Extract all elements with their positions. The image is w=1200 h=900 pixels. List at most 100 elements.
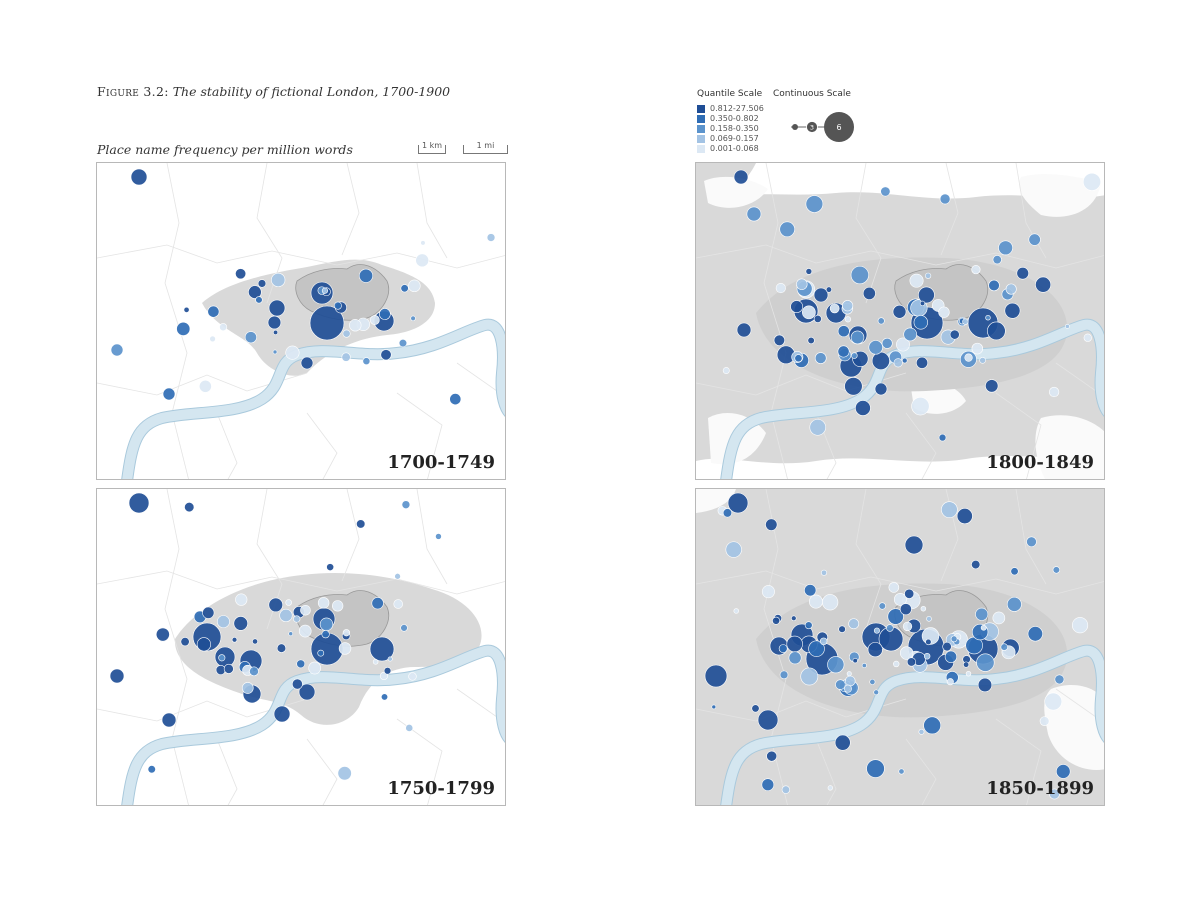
place-name-marker — [851, 352, 858, 359]
place-name-marker — [814, 352, 827, 364]
place-name-marker — [779, 670, 789, 680]
place-name-marker — [946, 678, 954, 686]
place-name-marker — [291, 678, 303, 690]
place-name-marker — [420, 240, 426, 246]
place-name-marker — [257, 279, 267, 288]
place-name-marker — [925, 272, 932, 279]
place-name-marker — [751, 704, 760, 713]
place-name-marker — [252, 638, 258, 645]
place-name-marker — [198, 379, 212, 393]
district-border — [763, 163, 788, 479]
place-name-marker — [926, 616, 932, 622]
district-border — [1015, 489, 1047, 585]
place-name-marker — [992, 611, 1006, 625]
map-1800-1849: 1800-1849 — [695, 162, 1105, 480]
place-name-marker — [736, 322, 752, 338]
place-name-marker — [342, 329, 351, 338]
place-name-marker — [779, 221, 795, 238]
place-name-marker — [130, 168, 148, 186]
legend-swatch — [697, 124, 705, 133]
open-land — [1035, 415, 1104, 479]
quantile-legend-row: 0.812-27.506 — [697, 104, 764, 114]
place-name-marker — [300, 604, 311, 616]
place-name-marker — [128, 492, 150, 514]
place-name-marker — [219, 323, 228, 332]
place-name-marker — [808, 640, 825, 657]
place-name-marker — [279, 608, 293, 623]
place-name-marker — [950, 635, 958, 643]
place-name-marker — [349, 319, 362, 332]
place-name-marker — [176, 321, 191, 336]
district-border — [995, 718, 1042, 805]
place-name-marker — [298, 624, 312, 638]
place-name-marker — [317, 597, 330, 609]
place-name-marker — [918, 728, 925, 735]
place-name-marker — [1083, 333, 1092, 342]
place-name-marker — [341, 352, 351, 362]
place-name-marker — [837, 325, 850, 338]
place-name-marker — [802, 305, 816, 320]
place-name-marker — [843, 684, 852, 693]
place-name-marker — [848, 618, 860, 630]
place-name-marker — [855, 400, 871, 416]
figure-caption: Figure 3.2: The stability of fictional L… — [97, 84, 450, 99]
place-name-marker — [380, 349, 392, 361]
district-border — [696, 570, 1104, 595]
place-name-marker — [276, 643, 287, 653]
place-name-marker — [800, 667, 819, 686]
place-name-marker — [938, 306, 950, 318]
place-name-marker — [794, 354, 803, 363]
place-name-marker — [1010, 567, 1019, 576]
place-name-marker — [938, 433, 947, 442]
place-name-marker — [733, 608, 739, 614]
legend-label: 0.069-0.157 — [710, 134, 759, 143]
place-name-marker — [881, 337, 893, 349]
place-name-marker — [300, 356, 314, 370]
place-name-marker — [822, 594, 839, 611]
place-name-marker — [272, 349, 278, 355]
place-name-marker — [209, 335, 216, 343]
map-period-label: 1700-1749 — [387, 452, 495, 473]
place-name-marker — [722, 367, 730, 374]
place-name-marker — [405, 724, 414, 732]
place-name-marker — [923, 716, 942, 735]
place-name-marker — [867, 642, 883, 658]
place-name-marker — [971, 342, 984, 355]
place-name-marker — [766, 750, 778, 762]
legend-circle-small — [806, 121, 818, 133]
place-name-marker — [400, 624, 408, 632]
district-border — [97, 570, 505, 595]
place-name-marker — [183, 306, 190, 313]
place-name-marker — [233, 616, 248, 631]
place-name-marker — [813, 314, 822, 323]
district-border — [696, 372, 907, 396]
legend-circle-tiny — [792, 124, 798, 130]
place-name-marker — [977, 677, 993, 693]
place-name-marker — [331, 600, 344, 612]
place-name-marker — [273, 329, 279, 335]
place-name-marker — [944, 650, 958, 663]
place-name-marker — [911, 397, 930, 416]
place-name-marker — [987, 321, 1006, 341]
place-name-marker — [942, 641, 952, 652]
district-border — [164, 163, 189, 479]
place-name-marker — [196, 637, 212, 652]
place-name-marker — [288, 631, 294, 637]
place-name-marker — [899, 603, 912, 616]
place-name-marker — [235, 268, 247, 280]
open-land — [696, 489, 736, 513]
place-name-marker — [371, 597, 384, 610]
place-name-marker — [956, 508, 973, 525]
place-name-marker — [805, 195, 824, 213]
district-border — [416, 489, 448, 585]
place-name-marker — [248, 285, 262, 299]
place-name-marker — [400, 284, 409, 293]
place-name-marker — [775, 283, 786, 294]
place-name-marker — [873, 627, 880, 634]
place-name-marker — [834, 734, 851, 751]
open-land — [1018, 174, 1101, 217]
district-border — [306, 412, 338, 479]
district-border — [97, 698, 308, 722]
place-name-marker — [808, 594, 823, 609]
place-name-marker — [807, 336, 815, 345]
